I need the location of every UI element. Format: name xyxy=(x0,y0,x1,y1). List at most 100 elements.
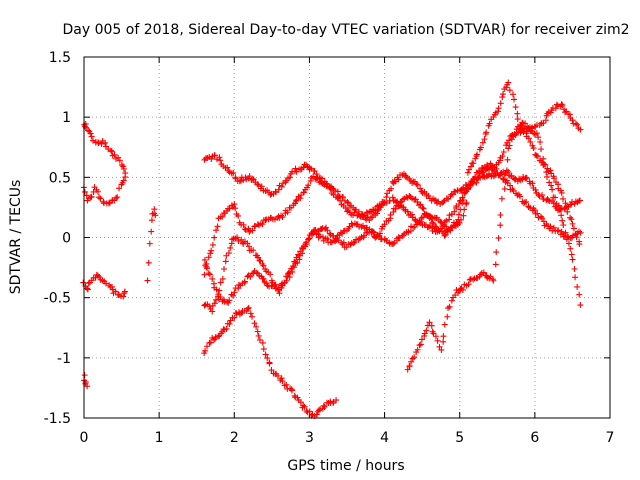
data-point xyxy=(286,174,293,181)
data-point xyxy=(563,203,570,210)
data-point xyxy=(497,222,504,229)
data-point xyxy=(209,241,216,248)
data-point xyxy=(84,286,91,293)
data-point xyxy=(260,262,267,269)
data-point xyxy=(238,236,245,243)
data-point xyxy=(552,194,559,201)
data-point xyxy=(145,259,152,266)
data-point xyxy=(431,196,438,203)
data-point xyxy=(267,271,274,278)
data-point xyxy=(417,201,424,208)
data-point xyxy=(290,264,297,271)
data-point xyxy=(152,212,159,219)
data-point xyxy=(402,173,409,180)
data-point xyxy=(560,222,567,229)
data-point xyxy=(409,211,416,218)
data-point xyxy=(208,247,215,254)
data-point xyxy=(455,201,462,208)
data-point xyxy=(497,212,504,219)
data-point xyxy=(255,181,262,188)
data-point xyxy=(463,201,470,208)
data-point xyxy=(96,194,103,201)
series-arc-2 xyxy=(144,206,159,284)
data-point xyxy=(326,184,333,191)
data-point xyxy=(95,139,102,146)
data-point xyxy=(564,208,571,215)
data-point xyxy=(576,291,583,298)
data-point xyxy=(500,148,507,155)
data-point xyxy=(108,148,115,155)
data-point xyxy=(102,280,109,287)
x-tick-label: 4 xyxy=(380,430,389,446)
data-point xyxy=(249,227,256,234)
data-point xyxy=(315,234,322,241)
data-point xyxy=(205,254,212,261)
data-point xyxy=(319,234,326,241)
data-point xyxy=(204,343,211,350)
data-point xyxy=(498,169,505,176)
data-point xyxy=(440,198,447,205)
data-point xyxy=(434,337,441,344)
data-point xyxy=(144,277,151,284)
data-point xyxy=(249,313,256,320)
data-point xyxy=(208,155,215,162)
data-point xyxy=(235,237,242,244)
data-point xyxy=(511,96,518,103)
data-point xyxy=(350,240,357,247)
data-point xyxy=(372,207,379,214)
data-point xyxy=(551,175,558,182)
x-tick-label: 2 xyxy=(230,430,239,446)
data-point xyxy=(498,195,505,202)
data-point xyxy=(531,207,538,214)
data-point xyxy=(514,110,521,117)
data-point xyxy=(120,165,127,172)
data-point xyxy=(251,320,258,327)
x-tick-label: 1 xyxy=(155,430,164,446)
data-point xyxy=(317,233,324,240)
data-point xyxy=(416,342,423,349)
data-point xyxy=(420,214,427,221)
data-point xyxy=(381,221,388,228)
data-point xyxy=(421,330,428,337)
data-point xyxy=(108,147,115,154)
data-point xyxy=(85,127,92,134)
data-point xyxy=(532,186,539,193)
data-point xyxy=(217,294,224,301)
data-point xyxy=(221,265,228,272)
data-point xyxy=(97,195,104,202)
data-point xyxy=(383,194,390,201)
data-point xyxy=(576,241,583,248)
data-point xyxy=(512,104,519,111)
data-point xyxy=(563,236,570,243)
data-point xyxy=(327,231,334,238)
data-point xyxy=(232,205,239,212)
data-point xyxy=(417,341,424,348)
data-point xyxy=(573,234,580,241)
data-point xyxy=(509,91,516,98)
data-point xyxy=(432,223,439,230)
data-point xyxy=(461,206,468,213)
data-point xyxy=(406,192,413,199)
data-point xyxy=(437,218,444,225)
data-point xyxy=(505,168,512,175)
data-point xyxy=(537,139,544,146)
data-point xyxy=(462,189,469,196)
data-point xyxy=(526,124,533,131)
y-tick-label: 0.5 xyxy=(49,170,71,186)
data-point xyxy=(367,214,374,221)
data-point xyxy=(555,227,562,234)
x-tick-label: 0 xyxy=(80,430,89,446)
data-point xyxy=(226,205,233,212)
data-point xyxy=(247,273,254,280)
data-point xyxy=(297,399,304,406)
data-point xyxy=(501,171,508,178)
data-point xyxy=(562,229,569,236)
data-point xyxy=(463,199,470,206)
data-point xyxy=(506,137,513,144)
data-point xyxy=(472,155,479,162)
data-point xyxy=(519,125,526,132)
data-point xyxy=(525,135,532,142)
data-point xyxy=(572,231,579,238)
data-point xyxy=(278,375,285,382)
data-point xyxy=(562,109,569,116)
